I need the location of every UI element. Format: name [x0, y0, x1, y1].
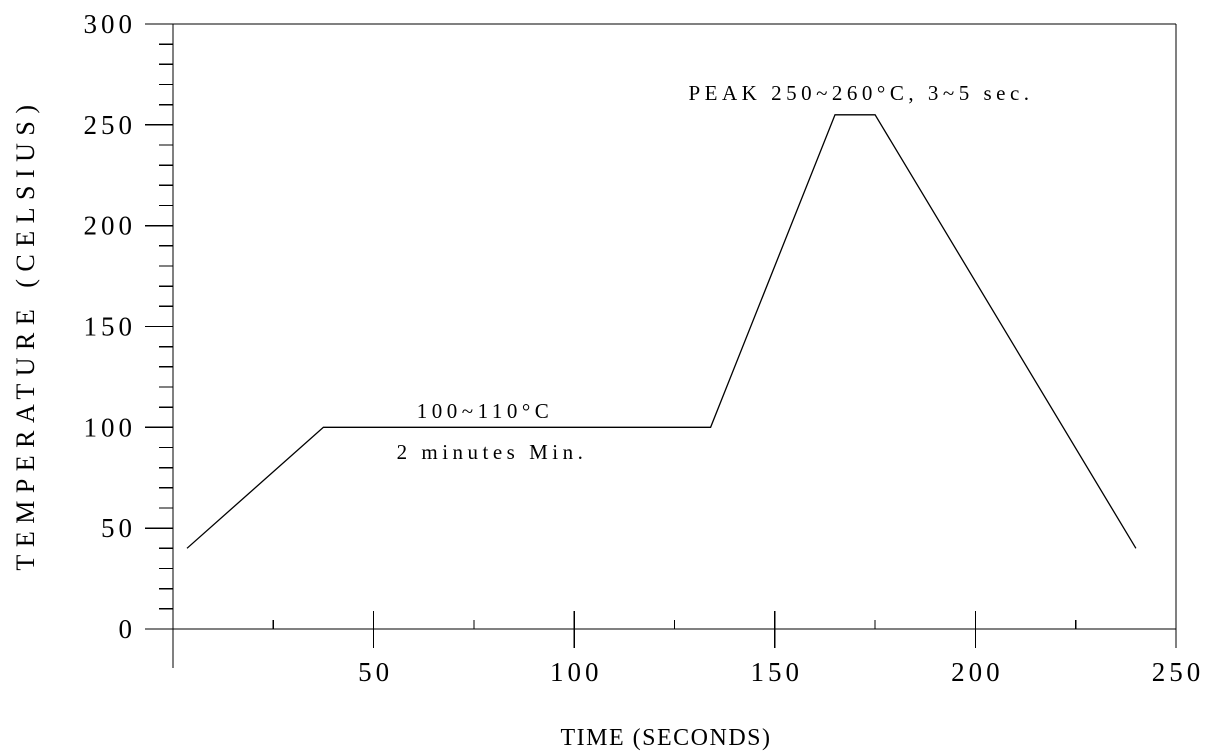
x-tick-label: 150	[751, 657, 804, 687]
x-tick-label: 100	[550, 657, 603, 687]
temperature-profile-line	[186, 114, 1137, 549]
y-tick-label: 300	[84, 9, 137, 39]
x-tick-label: 50	[358, 657, 393, 687]
y-tick-label: 50	[101, 513, 136, 543]
y-axis-title: TEMPERATURE (CELSIUS)	[11, 97, 40, 570]
soak-time-annotation: 2 minutes Min.	[397, 440, 588, 464]
y-tick-label: 250	[84, 110, 137, 140]
y-tick-label: 150	[84, 312, 137, 342]
tick-labels: 0 50 100 150 200 250 300 50 100 150 200 250	[84, 9, 1205, 687]
y-tick-label: 100	[84, 412, 137, 442]
y-tick-label: 0	[119, 614, 137, 644]
x-tick-label: 200	[951, 657, 1004, 687]
axis-ticks	[145, 23, 1177, 648]
peak-annotation: PEAK 250~260°C, 3~5 sec.	[688, 81, 1033, 105]
x-axis-title: TIME (SECONDS)	[561, 725, 772, 751]
series-layer	[186, 114, 1137, 549]
y-tick-label: 200	[84, 211, 137, 241]
soak-temperature-annotation: 100~110°C	[417, 399, 554, 423]
x-tick-label: 250	[1152, 657, 1205, 687]
